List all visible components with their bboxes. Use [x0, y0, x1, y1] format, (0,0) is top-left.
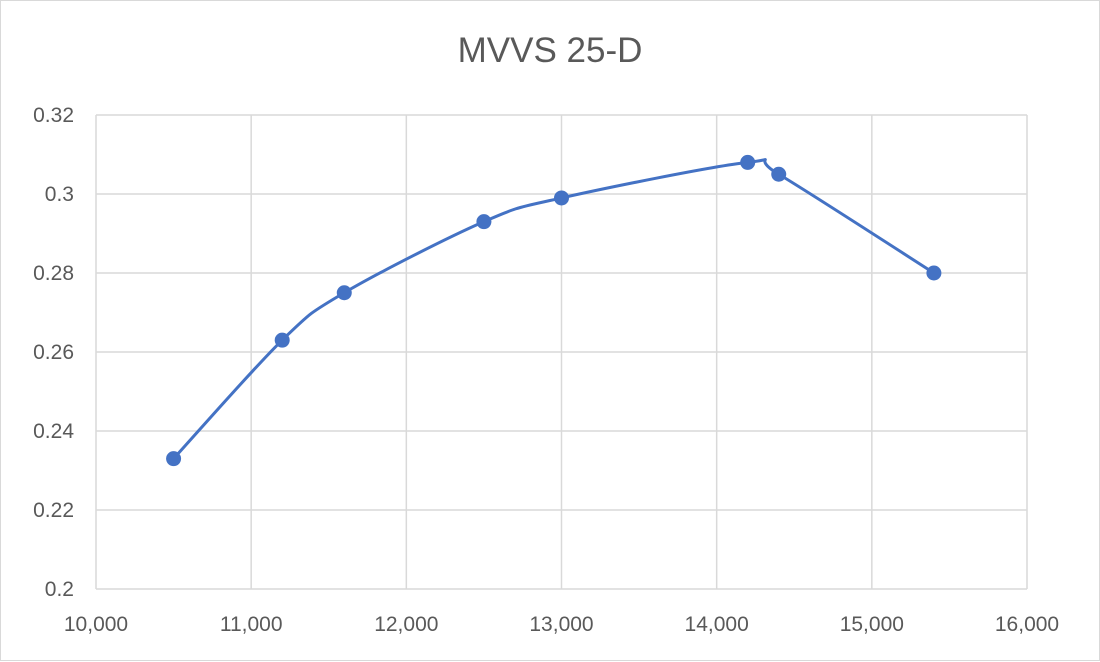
x-axis-ticks: 10,000 11,000 12,000 13,000 14,000 15,000 16,0…	[64, 613, 1059, 636]
series-layer	[166, 154, 942, 467]
y-tick-label: 0.22	[33, 499, 74, 522]
x-tick-label: 15,000	[840, 613, 904, 636]
data-point	[771, 166, 787, 182]
y-tick-label: 0.32	[33, 104, 74, 127]
y-tick-label: 0.24	[33, 420, 74, 443]
y-tick-label: 0.2	[45, 578, 74, 601]
data-point	[554, 190, 569, 206]
x-tick-label: 11,000	[220, 613, 283, 636]
data-point	[740, 154, 756, 170]
y-tick-label: 0.28	[33, 262, 74, 285]
series-line	[172, 158, 936, 461]
data-point	[336, 285, 352, 301]
data-point	[166, 451, 182, 467]
chart-title: MVVS 25-D	[457, 31, 643, 70]
x-tick-label: 16,000	[995, 613, 1059, 636]
data-point	[476, 214, 492, 230]
data-point	[926, 265, 942, 281]
x-tick-label: 12,000	[374, 613, 438, 636]
y-tick-label: 0.3	[45, 183, 74, 206]
x-tick-label: 14,000	[685, 613, 749, 636]
data-point	[274, 332, 290, 348]
x-tick-label: 10,000	[64, 613, 128, 636]
y-tick-label: 0.26	[33, 341, 74, 364]
y-axis-ticks: 0.2 0.22 0.24 0.26 0.28 0.3 0.32	[33, 104, 74, 601]
x-tick-label: 13,000	[529, 613, 593, 636]
grid-layer	[95, 114, 1028, 590]
